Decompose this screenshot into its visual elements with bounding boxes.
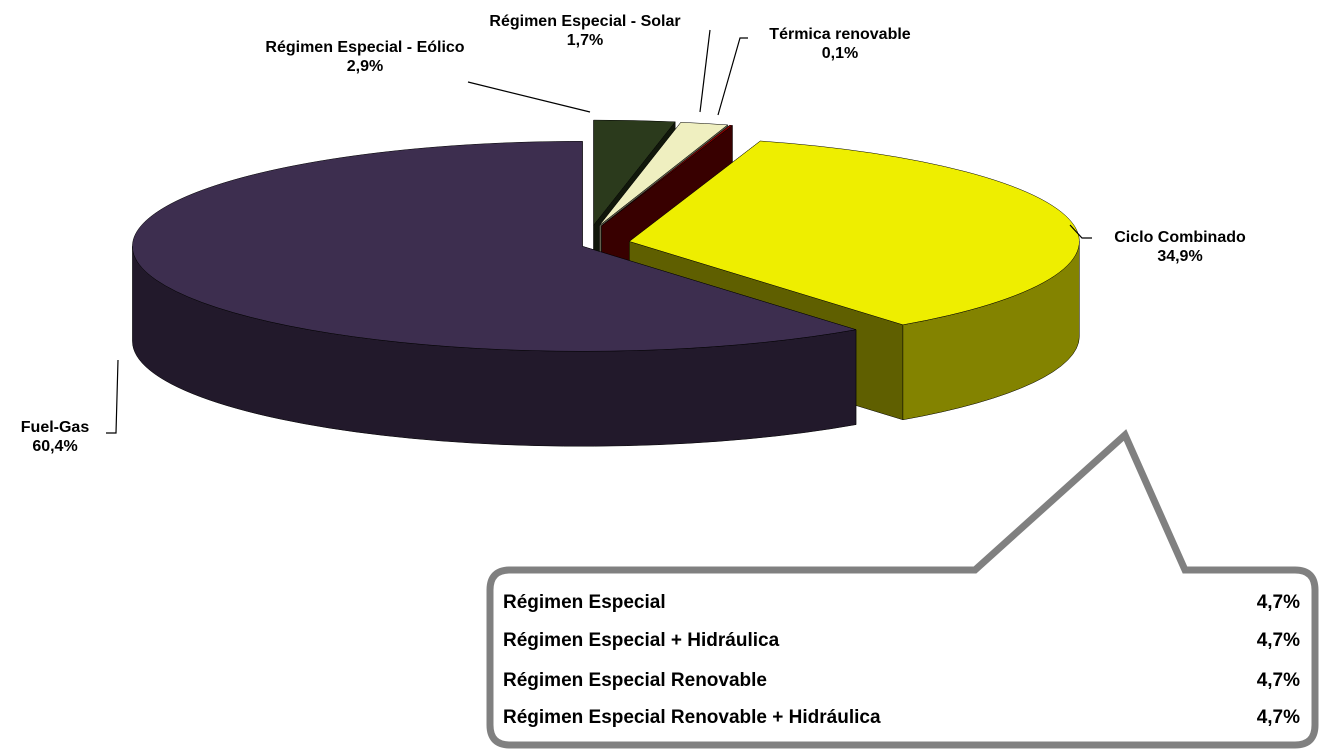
summary-label: Régimen Especial + Hidráulica bbox=[503, 630, 780, 651]
slice-value: 34,9% bbox=[1157, 248, 1203, 265]
leader-line bbox=[699, 29, 711, 113]
callout-box bbox=[486, 429, 1319, 749]
summary-label: Régimen Especial Renovable + Hidráulica bbox=[503, 707, 881, 728]
slice-label: Régimen Especial - Eólico 2,9% bbox=[260, 38, 470, 76]
leader-line bbox=[467, 81, 591, 113]
pie-slice bbox=[601, 124, 734, 227]
slice-name: Fuel-Gas bbox=[20, 419, 90, 436]
slice-label: Fuel-Gas 60,4% bbox=[0, 418, 110, 456]
slice-value: 60,4% bbox=[32, 438, 78, 455]
leader-line bbox=[106, 359, 119, 434]
summary-label: Régimen Especial bbox=[503, 592, 666, 613]
pie-slice bbox=[628, 140, 1080, 326]
slice-value: 1,7% bbox=[566, 32, 604, 49]
slice-value: 2,9% bbox=[346, 58, 384, 75]
summary-value: 4,7% bbox=[1256, 670, 1300, 691]
summary-value: 4,7% bbox=[1256, 630, 1300, 651]
slice-name: Térmica renovable bbox=[769, 26, 911, 43]
summary-row: Régimen Especial Renovable 4,7% bbox=[503, 670, 1300, 692]
slice-label: Térmica renovable 0,1% bbox=[740, 25, 940, 63]
summary-row: Régimen Especial + Hidráulica 4,7% bbox=[503, 630, 1300, 652]
summary-row: Régimen Especial Renovable + Hidráulica 4… bbox=[503, 707, 1300, 729]
pie-slice bbox=[593, 119, 676, 226]
summary-value: 4,7% bbox=[1256, 707, 1300, 728]
slice-value: 0,1% bbox=[821, 45, 859, 62]
summary-value: 4,7% bbox=[1256, 592, 1300, 613]
slice-name: Régimen Especial - Solar bbox=[489, 13, 681, 30]
slice-name: Régimen Especial - Eólico bbox=[265, 39, 465, 56]
slice-label: Régimen Especial - Solar 1,7% bbox=[435, 12, 735, 50]
pie-tops bbox=[132, 119, 1080, 352]
pie-slice bbox=[132, 141, 857, 352]
summary-label: Régimen Especial Renovable bbox=[503, 670, 767, 691]
summary-row: Régimen Especial 4,7% bbox=[503, 592, 1300, 614]
pie-slice bbox=[599, 122, 729, 226]
slice-name: Ciclo Combinado bbox=[1114, 229, 1246, 246]
leader-line bbox=[717, 37, 748, 116]
leader-line bbox=[1069, 224, 1092, 239]
slice-label: Ciclo Combinado 34,9% bbox=[1080, 228, 1280, 266]
